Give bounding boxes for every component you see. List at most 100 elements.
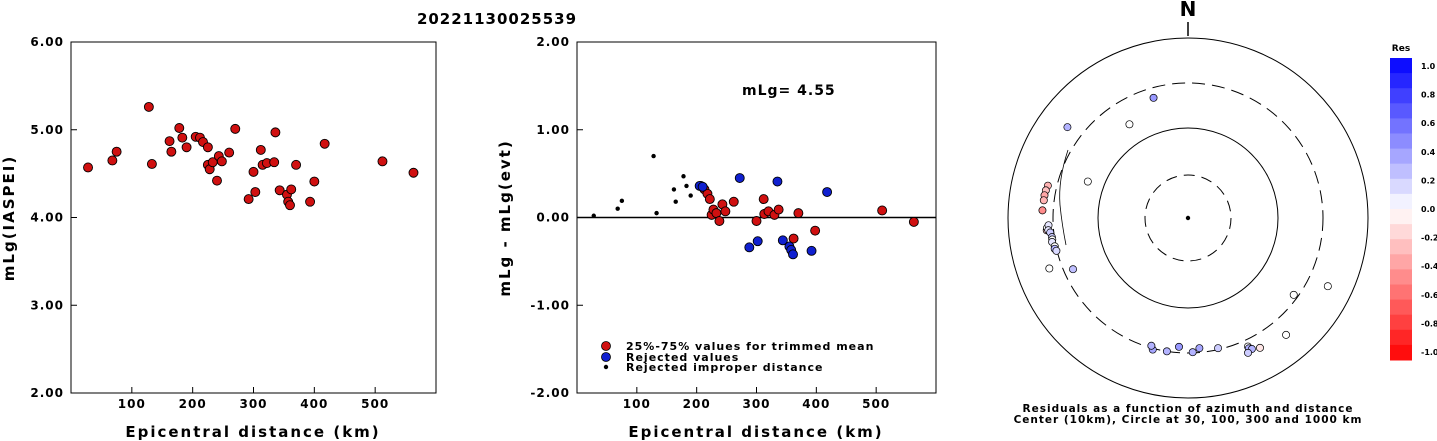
- station-residual-marker: [1188, 348, 1197, 357]
- data-points-2: [591, 153, 919, 260]
- trimmed-mean-point: [704, 194, 715, 205]
- p1-ytick-label: 6.00: [30, 35, 64, 49]
- p1-xtick-label: 100: [118, 397, 146, 411]
- colorbar-cell: [1390, 88, 1412, 104]
- trimmed-mean-point: [810, 225, 821, 236]
- p2-ytick-label: 1.00: [536, 123, 570, 137]
- station-point: [181, 142, 192, 153]
- rejected-point: [752, 236, 763, 247]
- p1-ytick-label: 3.00: [30, 298, 64, 312]
- p1-xtick-label: 500: [361, 397, 389, 411]
- colorbar-title: Res: [1392, 44, 1410, 54]
- ring-300km: [1052, 82, 1324, 354]
- station-point: [143, 101, 154, 112]
- station-residual-marker: [1052, 246, 1061, 255]
- trimmed-mean-point: [720, 206, 731, 217]
- colorbar-cell: [1390, 269, 1412, 285]
- station-point: [286, 184, 297, 195]
- colorbar-cell: [1390, 209, 1412, 225]
- station-point: [248, 166, 259, 177]
- station-residual-marker: [1195, 344, 1204, 353]
- plot-frame-1: [70, 41, 437, 394]
- trimmed-mean-point: [751, 216, 762, 226]
- colorbar-tick-label: 0.2: [1421, 176, 1435, 185]
- station-residual-marker: [1147, 341, 1156, 350]
- legend-label-trimmed: 25%-75% values for trimmed mean: [626, 340, 874, 353]
- colorbar-cell: [1390, 239, 1412, 255]
- rejected-point: [772, 176, 783, 187]
- station-point: [250, 187, 261, 198]
- station-residual-marker: [1244, 348, 1252, 357]
- p1-xtick-label: 300: [239, 397, 267, 411]
- improper-distance-point: [688, 193, 693, 198]
- ring-100km: [1097, 127, 1279, 309]
- station-residual-marker: [1214, 344, 1223, 353]
- colorbar-tick-label: -0.2: [1421, 234, 1437, 243]
- station-point: [243, 194, 254, 205]
- station-point: [174, 123, 185, 133]
- colorbar-cell: [1390, 329, 1412, 346]
- station-residual-marker: [1282, 330, 1291, 339]
- x-axis-ticks-1: 100 200 300 400 500: [118, 387, 389, 411]
- p1-ytick-label: 2.00: [30, 386, 64, 400]
- rejected-point: [822, 187, 833, 198]
- y-axis-label-2: mLg - mLg(evt): [496, 139, 514, 296]
- rejected-point: [744, 242, 755, 253]
- colorbar-cell: [1390, 254, 1412, 270]
- station-residual-marker: [1175, 342, 1183, 351]
- rejected-point: [788, 249, 798, 260]
- station-point: [269, 157, 280, 168]
- trimmed-mean-point: [773, 204, 784, 215]
- colorbar-cell: [1390, 118, 1412, 134]
- colorbar-tick-labels: 1.0 0.8 0.6 0.4 0.2 0.0 -0.2 -0.4 -0.6 -0.8 -1.0: [1421, 62, 1437, 357]
- station-residual-points: [1038, 93, 1332, 357]
- legend-label-rejected: Rejected values: [626, 351, 739, 364]
- station-point: [309, 176, 320, 187]
- y-axis-ticks-2: -2.00 -1.00 0.00 1.00 2.00: [530, 35, 583, 400]
- cluster-trace: [1059, 149, 1069, 246]
- north-label: N: [1180, 0, 1197, 21]
- improper-distance-point: [673, 199, 678, 204]
- colorbar-tick-label: 0.4: [1421, 148, 1436, 157]
- station-point: [177, 132, 188, 143]
- p2-xtick-label: 100: [623, 397, 651, 411]
- station-residual-marker: [1323, 282, 1332, 291]
- x-axis-label-2: Epicentral distance (km): [628, 423, 883, 441]
- trimmed-mean-point: [877, 205, 888, 216]
- colorbar-tick-label: 1.0: [1421, 62, 1436, 71]
- p1-xtick-label: 200: [179, 397, 207, 411]
- trimmed-mean-point: [793, 208, 804, 219]
- colorbar-tick-label: -1.0: [1421, 348, 1437, 357]
- legend-label-improper: Rejected improper distance: [626, 361, 823, 374]
- mlg-annotation: mLg= 4.55: [742, 83, 836, 99]
- p1-ytick-label: 4.00: [30, 211, 64, 225]
- station-point: [166, 146, 177, 157]
- residual-colorbar: Res 1.0 0.8 0.6 0.4 0.2 0.0 -0.2 -0.4 -0.6 -0.8 -1…: [1390, 44, 1437, 361]
- p2-xtick-label: 400: [802, 397, 830, 411]
- colorbar-tick-label: 0.6: [1421, 119, 1436, 128]
- improper-distance-point: [619, 198, 625, 204]
- trimmed-mean-point: [758, 194, 769, 205]
- station-point: [270, 127, 281, 138]
- station-point: [107, 155, 118, 166]
- colorbar-cell: [1390, 103, 1412, 119]
- y-axis-label-1: mLg(IASPEI): [0, 155, 18, 281]
- p1-ytick-label: 5.00: [30, 123, 64, 137]
- trimmed-mean-point: [728, 196, 739, 207]
- rejected-point: [806, 245, 817, 256]
- rejected-point: [734, 173, 745, 183]
- p2-xtick-label: 500: [862, 397, 890, 411]
- x-axis-ticks-2: 100 200 300 400 500: [623, 387, 890, 411]
- p2-ytick-label: -2.00: [530, 386, 570, 400]
- colorbar-cell: [1390, 284, 1412, 301]
- colorbar-cell: [1390, 344, 1412, 361]
- improper-distance-point: [654, 210, 659, 216]
- station-point: [305, 196, 316, 207]
- station-point: [212, 175, 222, 186]
- colorbar-cells: [1390, 58, 1412, 361]
- station-point: [83, 162, 93, 173]
- colorbar-cell: [1390, 193, 1412, 210]
- station-point: [291, 159, 302, 170]
- colorbar-cell: [1390, 133, 1412, 150]
